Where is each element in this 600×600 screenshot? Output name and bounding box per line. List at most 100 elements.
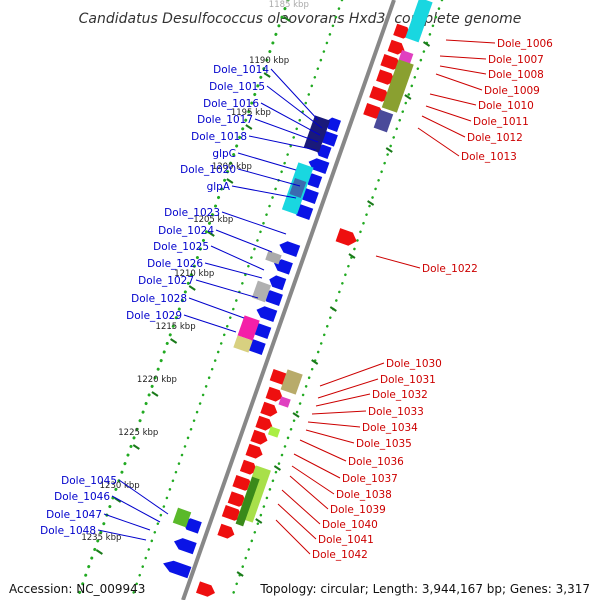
cds-features <box>163 23 411 597</box>
reverse-gene-label: Dole_1031 <box>380 374 436 386</box>
leader-line <box>429 93 477 106</box>
forward-gene-label: Dole_1016 <box>203 98 259 110</box>
forward-gene-label: Dole_1047 <box>46 509 102 521</box>
track-tick <box>311 359 319 365</box>
leader-line <box>319 362 385 387</box>
feature-magenta <box>278 396 291 408</box>
leader-line <box>311 410 367 415</box>
reverse-gene-label: Dole_1012 <box>467 132 523 144</box>
scale-tick <box>263 72 271 78</box>
reverse-cds-arrow <box>376 69 395 85</box>
forward-cds-arrow <box>269 275 287 291</box>
reverse-cds-arrow <box>227 491 247 507</box>
forward-gene-label: Dole_1020 <box>180 164 236 176</box>
feature-slate <box>373 109 394 133</box>
scale-label: 1230 kbp <box>100 481 140 491</box>
leader-line <box>270 68 319 121</box>
scale-label: 1215 kbp <box>156 322 196 332</box>
outer-dotted-track-left <box>75 0 290 600</box>
forward-gene-label: Dole_1017 <box>197 114 253 126</box>
reverse-gene-label: Dole_1041 <box>318 534 374 546</box>
forward-gene-label: Dole_1015 <box>209 81 265 93</box>
scale-label: 1200 kbp <box>212 162 252 172</box>
feature-khaki <box>233 335 253 353</box>
forward-gene-label: Dole_1045 <box>61 475 117 487</box>
reverse-gene-label: Dole_1007 <box>488 54 544 66</box>
leader-line <box>231 185 297 199</box>
feature-magenta <box>398 50 414 64</box>
forward-gene-label: glpA <box>207 181 231 193</box>
accession-label: Accession: NC_009943 <box>9 582 146 596</box>
forward-gene-label: Dole_1024 <box>158 225 214 237</box>
leader-line <box>275 519 311 555</box>
leader-lines <box>97 39 496 555</box>
reverse-gene-label: Dole_1038 <box>336 489 392 501</box>
leader-line <box>417 127 460 157</box>
track-tick <box>255 518 263 524</box>
forward-gene-label: glpC <box>212 148 236 160</box>
scale-tick <box>245 124 253 130</box>
leader-line <box>254 118 319 143</box>
leader-line <box>188 297 245 319</box>
leader-line <box>375 255 421 269</box>
reverse-cds-arrow <box>221 505 243 521</box>
forward-cds-arrow <box>279 241 301 257</box>
reverse-gene-label: Dole_1040 <box>322 519 378 531</box>
leader-line <box>215 229 273 253</box>
leader-line <box>299 439 347 462</box>
leader-line <box>97 529 147 541</box>
reverse-cds-arrow <box>245 443 263 459</box>
leader-line <box>305 429 355 444</box>
reverse-gene-label: Dole_1037 <box>342 473 398 485</box>
scale-tick <box>207 231 215 237</box>
feature-cyan <box>405 0 433 43</box>
forward-gene-label: Dole_1014 <box>213 64 269 76</box>
backbone-group <box>181 0 396 600</box>
reverse-cds-arrow <box>255 415 273 431</box>
reverse-gene-label: Dole_1009 <box>484 85 540 97</box>
forward-cds-arrow <box>256 306 278 322</box>
leader-line <box>293 453 341 479</box>
forward-cds-arrow <box>174 538 197 555</box>
leader-line <box>307 421 361 428</box>
feature-grey <box>251 280 272 303</box>
leader-line <box>221 211 287 235</box>
reverse-gene-label: Dole_1011 <box>473 116 529 128</box>
leader-line <box>237 152 297 171</box>
reverse-cds-arrow <box>393 23 411 39</box>
scale-label: 1235 kbp <box>81 533 121 543</box>
forward-gene-label: Dole_1048 <box>40 525 96 537</box>
leader-line <box>237 168 301 187</box>
forward-gene-label: Dole_1026 <box>147 258 203 270</box>
scale-tick <box>114 497 122 503</box>
leader-line <box>266 85 323 129</box>
reverse-gene-label: Dole_1039 <box>330 504 386 516</box>
scale-label: 1205 kbp <box>193 215 233 225</box>
gene-labels: Dole_1014 Dole_1015 Dole_1016 Dole_1017 Dole… <box>40 38 553 561</box>
reverse-gene-label: Dole_1030 <box>386 358 442 370</box>
scale-tick <box>170 338 178 344</box>
track-tick <box>329 306 337 312</box>
scale-tick <box>151 391 159 397</box>
leader-line <box>111 495 161 523</box>
reverse-cds-arrow <box>380 54 402 70</box>
reverse-gene-label: Dole_1010 <box>478 100 534 112</box>
leader-line <box>315 393 371 407</box>
reverse-gene-label: Dole_1006 <box>497 38 553 50</box>
scale-tick <box>95 549 103 555</box>
scale-tick <box>188 285 196 291</box>
leader-line <box>103 513 151 531</box>
leader-line <box>260 102 321 136</box>
track-tick <box>385 147 393 153</box>
reverse-cds-arrow <box>196 581 215 597</box>
forward-gene-label: Dole_1025 <box>153 241 209 253</box>
leader-line <box>317 378 379 399</box>
reverse-gene-label: Dole_1013 <box>461 151 517 163</box>
reverse-gene-label: Dole_1022 <box>422 263 478 275</box>
leader-line <box>210 245 265 271</box>
feature-navy <box>303 115 331 153</box>
reverse-cds-arrow <box>369 86 390 102</box>
track-tick <box>273 465 281 471</box>
inner-dotted-track-left <box>129 0 344 600</box>
